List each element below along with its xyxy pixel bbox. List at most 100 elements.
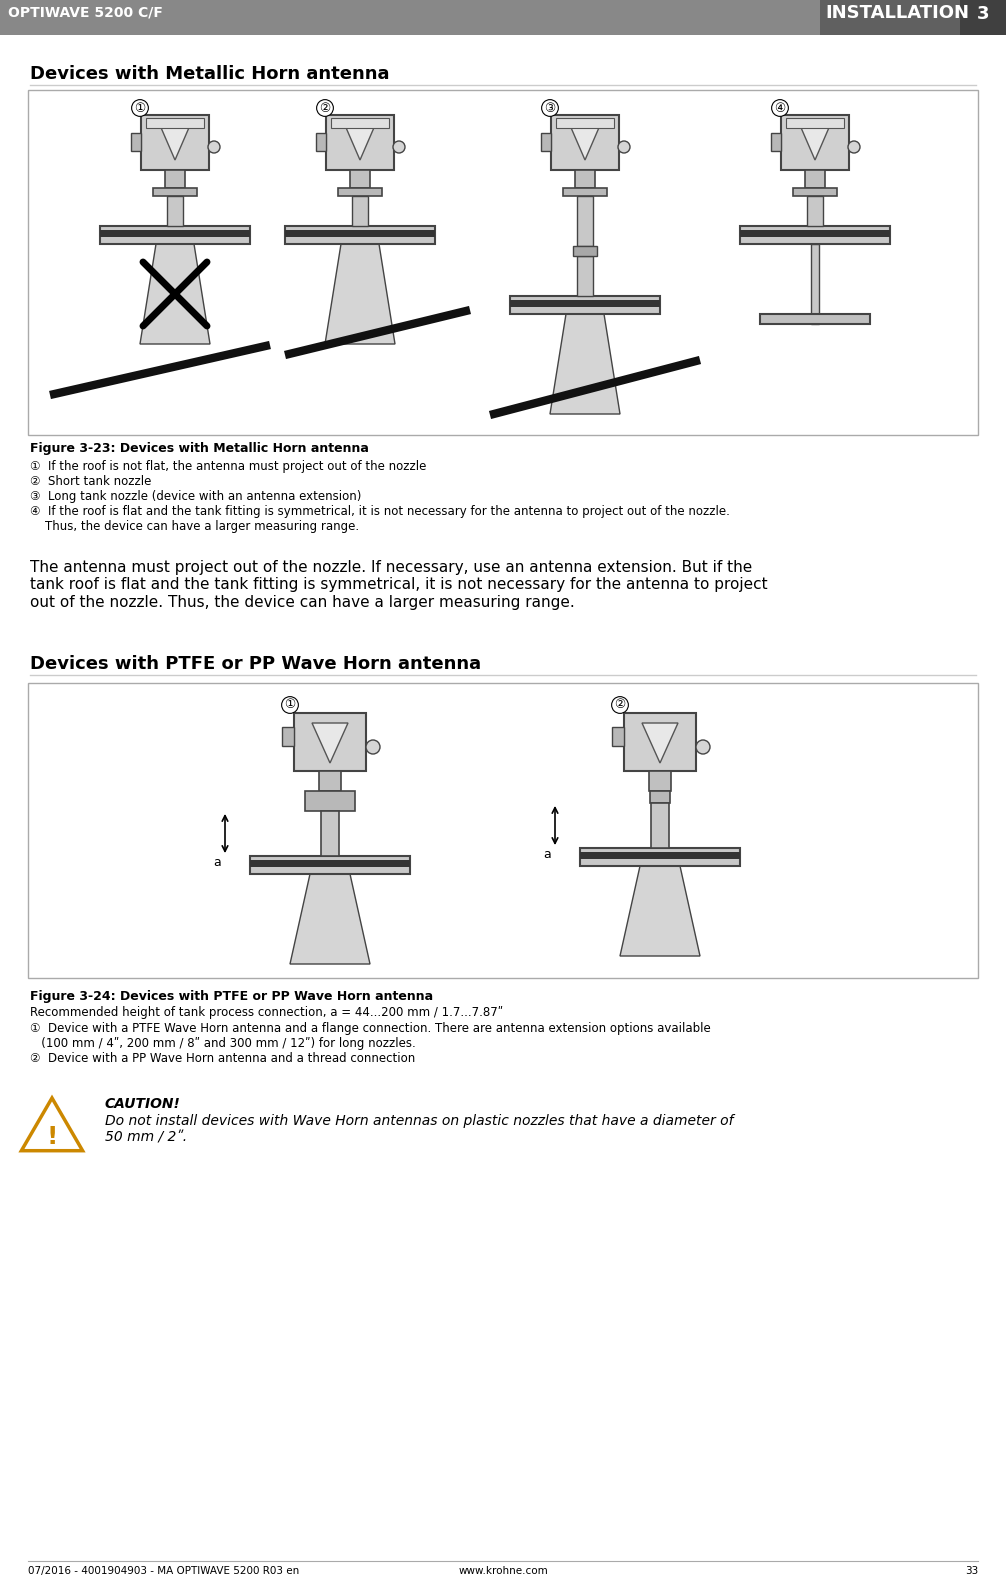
Text: !: ! [46,1125,57,1149]
Bar [146,118,204,127]
Bar [781,115,849,170]
Text: Devices with Metallic Horn antenna: Devices with Metallic Horn antenna [30,65,389,83]
Bar [165,170,185,188]
Bar [573,247,597,256]
Text: a: a [543,848,551,861]
Bar [612,727,624,746]
Text: 07/2016 - 4001904903 - MA OPTIWAVE 5200 R03 en: 07/2016 - 4001904903 - MA OPTIWAVE 5200 … [28,1566,299,1577]
Text: Recommended height of tank process connection, a = 44...200 mm / 1.7...7.87ʺ: Recommended height of tank process conne… [30,1006,503,1018]
Text: Figure 3-23: Devices with Metallic Horn antenna: Figure 3-23: Devices with Metallic Horn … [30,442,369,455]
Circle shape [848,142,860,153]
Text: ②: ② [319,102,331,115]
Circle shape [696,740,710,754]
Text: www.krohne.com: www.krohne.com [458,1566,548,1577]
Bar [820,0,1006,35]
Bar [807,196,823,226]
Circle shape [208,142,220,153]
Bar [577,196,593,247]
Text: ③  Long tank nozzle (device with an antenna extension): ③ Long tank nozzle (device with an anten… [30,490,361,503]
Circle shape [393,142,405,153]
Polygon shape [325,243,395,344]
Bar [285,231,435,237]
Bar [760,313,870,325]
Polygon shape [550,313,620,414]
Polygon shape [159,123,191,161]
Circle shape [618,142,630,153]
Bar [250,861,410,867]
Text: ①: ① [135,102,146,115]
Polygon shape [140,243,210,344]
Text: ②  Short tank nozzle: ② Short tank nozzle [30,476,151,488]
Polygon shape [642,722,678,764]
Bar [141,115,209,170]
Bar [960,0,1006,35]
Bar [350,170,370,188]
Text: Devices with PTFE or PP Wave Horn antenna: Devices with PTFE or PP Wave Horn antenn… [30,655,481,673]
Text: The antenna must project out of the nozzle. If necessary, use an antenna extensi: The antenna must project out of the nozz… [30,560,768,609]
Bar [551,115,619,170]
Bar [0,0,1006,35]
Text: 3: 3 [977,5,989,22]
Bar [153,188,197,196]
Text: CAUTION!: CAUTION! [105,1098,181,1111]
Text: ①  If the roof is not flat, the antenna must project out of the nozzle: ① If the roof is not flat, the antenna m… [30,460,427,473]
Bar [771,134,781,151]
Bar [575,170,595,188]
Text: Do not install devices with Wave Horn antennas on plastic nozzles that have a di: Do not install devices with Wave Horn an… [105,1114,733,1144]
Bar [319,772,341,791]
Text: ②  Device with a PP Wave Horn antenna and a thread connection: ② Device with a PP Wave Horn antenna and… [30,1052,415,1064]
Bar [167,196,183,226]
Polygon shape [312,722,348,764]
Bar [316,134,326,151]
Bar [563,188,607,196]
Bar [285,226,435,243]
Text: a: a [213,856,221,869]
Text: ②: ② [615,698,626,711]
Bar [28,91,978,434]
Bar [740,226,890,243]
Polygon shape [21,1098,82,1150]
Bar [131,134,141,151]
Bar [786,118,844,127]
Bar [580,853,740,859]
Bar [28,683,978,978]
Bar [338,188,382,196]
Text: ①  Device with a PTFE Wave Horn antenna and a flange connection. There are anten: ① Device with a PTFE Wave Horn antenna a… [30,1021,711,1050]
Bar [580,848,740,866]
Bar [510,301,660,307]
Bar [740,231,890,237]
Bar [326,115,394,170]
Text: ③: ③ [544,102,555,115]
Bar [282,727,294,746]
Bar [100,231,250,237]
Bar [793,188,837,196]
Text: INSTALLATION: INSTALLATION [825,5,969,22]
Text: 33: 33 [965,1566,978,1577]
Bar [651,803,669,848]
Bar [556,118,614,127]
Bar [805,170,825,188]
Text: ④  If the roof is flat and the tank fitting is symmetrical, it is not necessary : ④ If the roof is flat and the tank fitti… [30,504,730,533]
Bar [321,811,339,856]
Bar [811,243,819,325]
Polygon shape [799,123,831,161]
Polygon shape [569,123,601,161]
Text: OPTIWAVE 5200 C/F: OPTIWAVE 5200 C/F [8,5,163,19]
Bar [331,118,389,127]
Bar [649,772,671,791]
Bar [100,226,250,243]
Circle shape [366,740,380,754]
Polygon shape [290,873,370,964]
Bar [294,713,366,772]
Bar [577,256,593,296]
Bar [352,196,368,226]
Text: Figure 3-24: Devices with PTFE or PP Wave Horn antenna: Figure 3-24: Devices with PTFE or PP Wav… [30,990,434,1002]
Polygon shape [344,123,376,161]
Bar [250,856,410,873]
Bar [624,713,696,772]
Bar [510,296,660,313]
Polygon shape [620,866,700,956]
Bar [541,134,551,151]
Bar [305,791,355,811]
Bar [650,791,670,803]
